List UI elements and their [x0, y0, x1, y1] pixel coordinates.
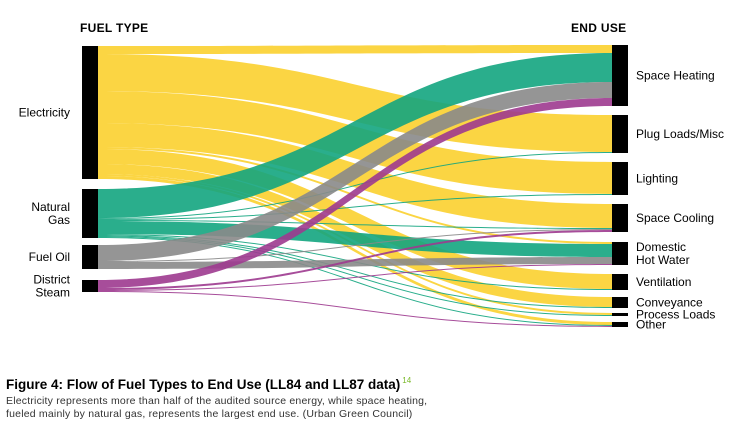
flow-electricity-to-ventilation	[98, 149, 612, 289]
caption-title: Figure 4: Flow of Fuel Types to End Use …	[6, 377, 401, 392]
target-node-domestic-hot-water	[612, 242, 628, 265]
flow-district-steam-to-space-heating	[98, 98, 612, 288]
flow-fuel-oil-to-space-heating	[98, 82, 612, 261]
target-label-plug-loads: Plug Loads/Misc	[636, 127, 724, 141]
flow-natural-gas-to-space-heating	[98, 53, 612, 218]
flow-district-steam-to-domestic-hot-water	[98, 264, 612, 291]
target-node-ventilation	[612, 274, 628, 290]
flow-electricity-to-other	[98, 176, 612, 325]
source-node-electricity	[82, 46, 98, 179]
source-node-natural-gas	[82, 189, 98, 238]
flow-district-steam-to-other	[98, 291, 612, 327]
flow-electricity-to-space-heating	[98, 45, 612, 54]
flow-natural-gas-to-lighting	[98, 194, 612, 220]
source-node-district-steam	[82, 280, 98, 292]
fuel-type-header: FUEL TYPE	[80, 21, 149, 35]
source-label-district-steam-line-1: District	[33, 273, 70, 287]
target-label-lighting: Lighting	[636, 172, 678, 186]
flow-natural-gas-to-process-loads	[98, 236, 612, 316]
flow-district-steam-to-space-cooling	[98, 230, 612, 290]
flow-fuel-oil-to-space-cooling	[98, 229, 612, 262]
target-node-plug-loads	[612, 115, 628, 153]
source-label-electricity: Electricity	[19, 106, 70, 120]
caption-text-line-2: fueled mainly by natural gas, represents…	[6, 408, 413, 420]
flow-natural-gas-to-space-cooling	[98, 220, 612, 229]
target-label-domestic-hot-water-line-1: Domestic	[636, 240, 686, 254]
target-node-lighting	[612, 162, 628, 195]
caption-footnote: 14	[402, 376, 412, 385]
target-node-other	[612, 322, 628, 327]
target-node-space-cooling	[612, 204, 628, 232]
target-node-space-heating	[612, 45, 628, 106]
source-label-natural-gas-line-2: Gas	[48, 213, 70, 227]
flow-natural-gas-to-other	[98, 237, 612, 326]
flow-electricity-to-plug-loads	[98, 54, 612, 152]
caption-title-line: Figure 4: Flow of Fuel Types to End Use …	[6, 376, 746, 392]
flow-natural-gas-to-conveyance	[98, 235, 612, 308]
target-label-space-cooling: Space Cooling	[636, 211, 714, 225]
target-label-process-loads: Process Loads	[636, 308, 715, 322]
source-label-fuel-oil: Fuel Oil	[29, 250, 70, 264]
source-label-natural-gas-line-1: Natural	[31, 200, 70, 214]
target-label-domestic-hot-water-line-2: Hot Water	[636, 253, 690, 267]
target-label-space-heating: Space Heating	[636, 69, 715, 83]
caption-text-line-1: Electricity represents more than half of…	[6, 395, 428, 407]
source-node-fuel-oil	[82, 245, 98, 269]
nodes	[82, 45, 628, 327]
source-label-district-steam-line-2: Steam	[35, 286, 70, 300]
flow-links	[98, 45, 612, 327]
target-node-conveyance	[612, 297, 628, 308]
flow-fuel-oil-to-domestic-hot-water	[98, 257, 612, 269]
target-label-other: Other	[636, 318, 666, 332]
end-use-header: END USE	[571, 21, 626, 35]
target-label-conveyance: Conveyance	[636, 296, 703, 310]
target-label-ventilation: Ventilation	[636, 275, 691, 289]
flow-natural-gas-to-plug-loads	[98, 152, 612, 219]
target-node-process-loads	[612, 313, 628, 316]
figure-caption: Figure 4: Flow of Fuel Types to End Use …	[6, 376, 746, 421]
caption-text: Electricity represents more than half of…	[6, 395, 746, 421]
